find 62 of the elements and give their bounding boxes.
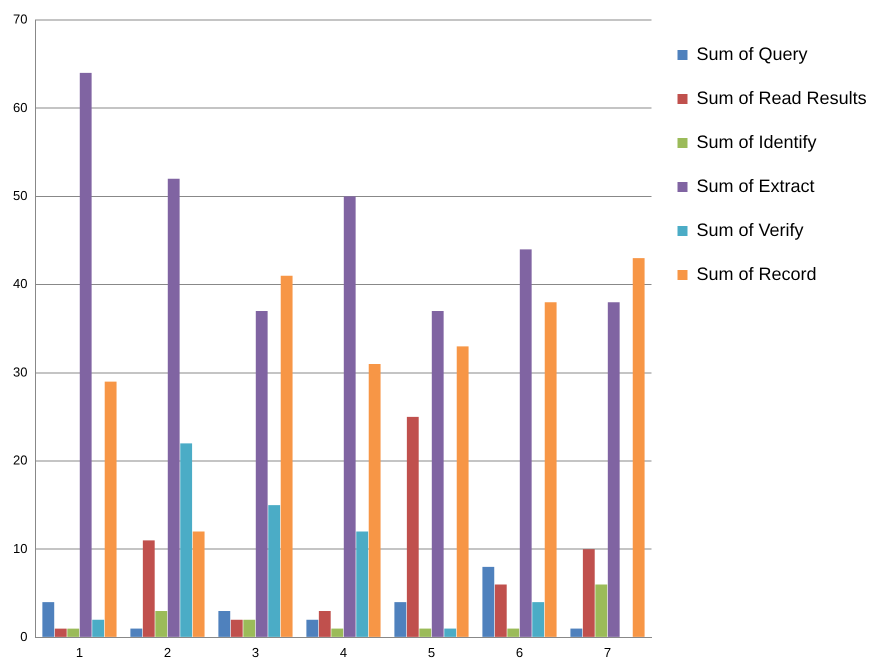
y-tick-label: 10 (12, 540, 28, 556)
bar (280, 276, 293, 637)
legend-label: Sum of Read Results (696, 88, 867, 108)
bar (331, 628, 344, 637)
bar (130, 628, 142, 637)
bar (80, 72, 92, 637)
bar (419, 628, 432, 637)
bar (456, 346, 469, 637)
bar (368, 364, 381, 637)
bar (218, 610, 230, 637)
y-tick-label: 40 (12, 276, 28, 292)
bar (582, 549, 595, 637)
bar (432, 311, 444, 637)
bar (256, 311, 268, 637)
legend-label: Sum of Extract (696, 176, 815, 196)
bar (243, 620, 256, 637)
bar (230, 620, 243, 637)
x-tick-label: 4 (340, 644, 348, 660)
x-tick-label: 1 (76, 644, 84, 660)
bar (595, 584, 608, 637)
bar (180, 443, 192, 637)
bar (168, 178, 180, 637)
bar (318, 610, 331, 637)
bar (544, 302, 557, 637)
y-tick-label: 20 (12, 452, 28, 468)
bar (482, 566, 494, 637)
bar (520, 249, 532, 637)
x-tick-label: 3 (252, 644, 260, 660)
bar (608, 302, 620, 637)
bar (532, 602, 544, 637)
bar (394, 602, 406, 637)
bar (494, 584, 507, 637)
legend-label: Sum of Verify (696, 220, 804, 240)
x-tick-label: 7 (604, 644, 612, 660)
y-tick-label: 60 (12, 100, 28, 115)
bar (632, 258, 645, 637)
x-tick-label: 5 (428, 644, 436, 660)
bar (155, 610, 168, 637)
legend-label: Sum of Query (696, 44, 808, 64)
legend-label: Sum of Identify (696, 132, 817, 152)
bar (92, 620, 104, 637)
bar (54, 628, 67, 637)
bar (192, 532, 205, 637)
bar (406, 416, 419, 637)
bar (268, 505, 280, 637)
y-tick-label: 70 (12, 12, 28, 27)
bar (570, 628, 582, 637)
bar (104, 382, 117, 637)
x-tick-label: 2 (164, 644, 172, 660)
bar (507, 628, 520, 637)
bar (42, 602, 54, 637)
x-tick-label: 6 (516, 644, 524, 660)
y-tick-label: 50 (12, 188, 28, 203)
bar (444, 628, 456, 637)
legend-label: Sum of Record (696, 264, 817, 284)
bar (306, 620, 318, 637)
bar (344, 196, 356, 637)
bar (356, 532, 368, 637)
bar (67, 628, 80, 637)
bar (142, 540, 155, 637)
y-tick-label: 30 (12, 364, 28, 380)
y-tick-label: 0 (20, 628, 28, 644)
